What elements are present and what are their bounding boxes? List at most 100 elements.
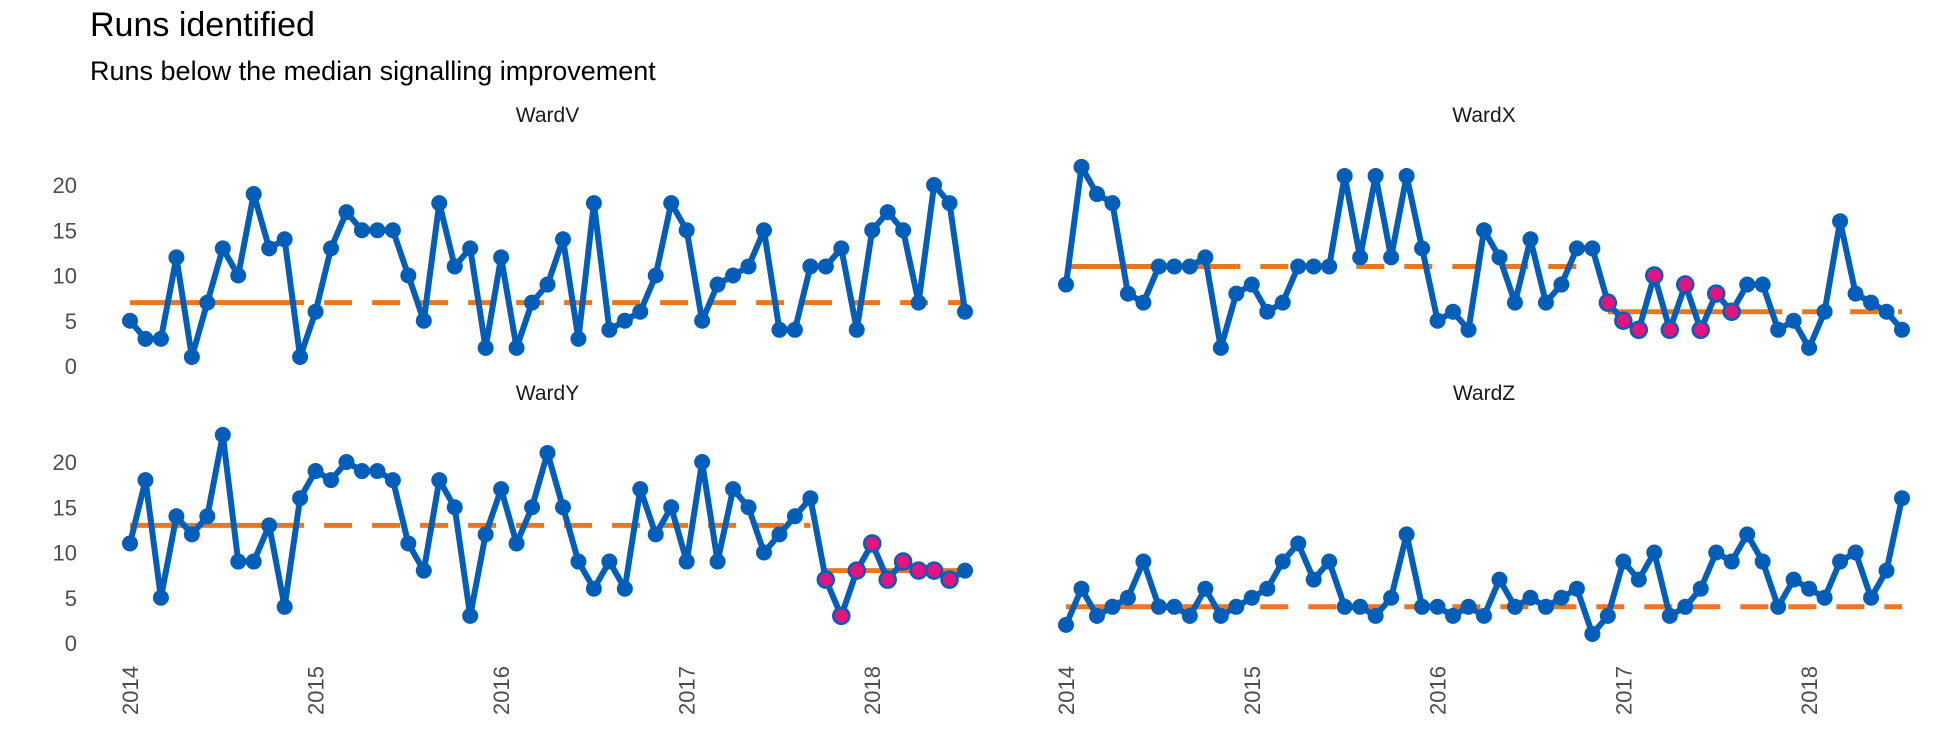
data-point [307,463,324,480]
run-point [940,570,959,589]
data-point [1305,571,1322,588]
data-point [786,508,803,525]
data-point [554,499,571,516]
data-point [802,490,819,507]
data-point [1135,553,1152,570]
data-point [1135,294,1152,311]
data-point [431,195,448,212]
data-point [230,267,247,284]
data-point [1414,598,1431,615]
data-point [1460,321,1477,338]
data-point [616,312,633,329]
data-point [261,517,278,534]
data-point [338,454,355,470]
data-point [431,472,448,489]
data-point [709,276,726,293]
run-point [909,561,928,580]
data-point [199,294,216,311]
run-point [878,570,897,589]
data-point [601,321,618,338]
data-point [122,535,138,552]
data-point [616,580,633,597]
data-point [1212,339,1229,356]
data-point [1243,276,1260,293]
data-point [292,490,309,507]
run-point [1645,266,1664,285]
data-point [369,222,386,239]
data-point [1476,222,1492,239]
data-point [709,553,726,570]
data-point [585,195,602,212]
data-point [1119,285,1136,302]
y-tick-label: 20 [53,173,77,198]
run-point [1706,284,1726,303]
data-point [307,303,324,320]
data-point [1878,303,1895,320]
data-point [694,312,711,329]
data-point [957,562,973,579]
data-point [245,186,262,203]
data-point [1212,607,1229,624]
data-point [1352,598,1369,615]
x-tick-label: 2016 [489,666,514,715]
data-point [817,258,834,275]
data-point [353,463,370,480]
data-point [910,294,927,311]
data-point [1104,195,1121,212]
data-point [1336,598,1353,615]
data-point [1228,285,1245,302]
data-point [152,330,169,347]
y-tick-label: 10 [53,541,77,566]
data-point [1816,589,1833,606]
data-point [323,240,340,257]
run-point [1722,302,1741,321]
data-point [1119,589,1136,606]
data-point [1785,312,1802,329]
data-point [663,195,680,212]
panel-wardv: WardV 0 5 10 15 20 [53,104,973,379]
data-point [740,258,757,275]
data-point [446,499,463,516]
data-point [1398,526,1415,543]
data-point [1894,490,1910,507]
data-point [1305,258,1322,275]
data-point [1801,339,1818,356]
data-point [1429,312,1446,329]
data-point [771,321,788,338]
data-point [1181,258,1198,275]
data-point [1259,303,1276,320]
data-point [1553,589,1570,606]
x-tick-label: 2015 [304,666,329,715]
data-point [1150,598,1167,615]
data-point [524,294,541,311]
y-tick-label: 15 [53,218,77,243]
data-point [663,499,680,516]
data-point [323,472,340,489]
data-point [647,267,664,284]
data-point [725,267,742,284]
data-point [1336,167,1353,184]
data-point [1754,276,1771,293]
panel-wardy: WardY 0 5 10 15 20 2014 2015 2016 2017 2018 [53,382,973,715]
data-point [1832,213,1849,230]
y-tick-label: 5 [65,586,77,611]
chart-subtitle: Runs below the median signalling improve… [90,56,656,86]
data-point [1073,158,1090,175]
data-point [477,339,494,356]
data-point [1568,240,1585,257]
data-point [957,303,973,320]
data-point [369,463,386,480]
data-point [539,276,556,293]
data-point [1770,598,1787,615]
run-point [1660,320,1680,340]
data-point [1429,598,1446,615]
data-point [833,240,850,257]
data-point [1537,598,1554,615]
data-point [632,481,649,498]
data-point [292,348,309,365]
x-tick-label: 2018 [860,666,885,715]
data-point [585,580,602,597]
data-point [1150,258,1167,275]
data-point [261,240,278,257]
